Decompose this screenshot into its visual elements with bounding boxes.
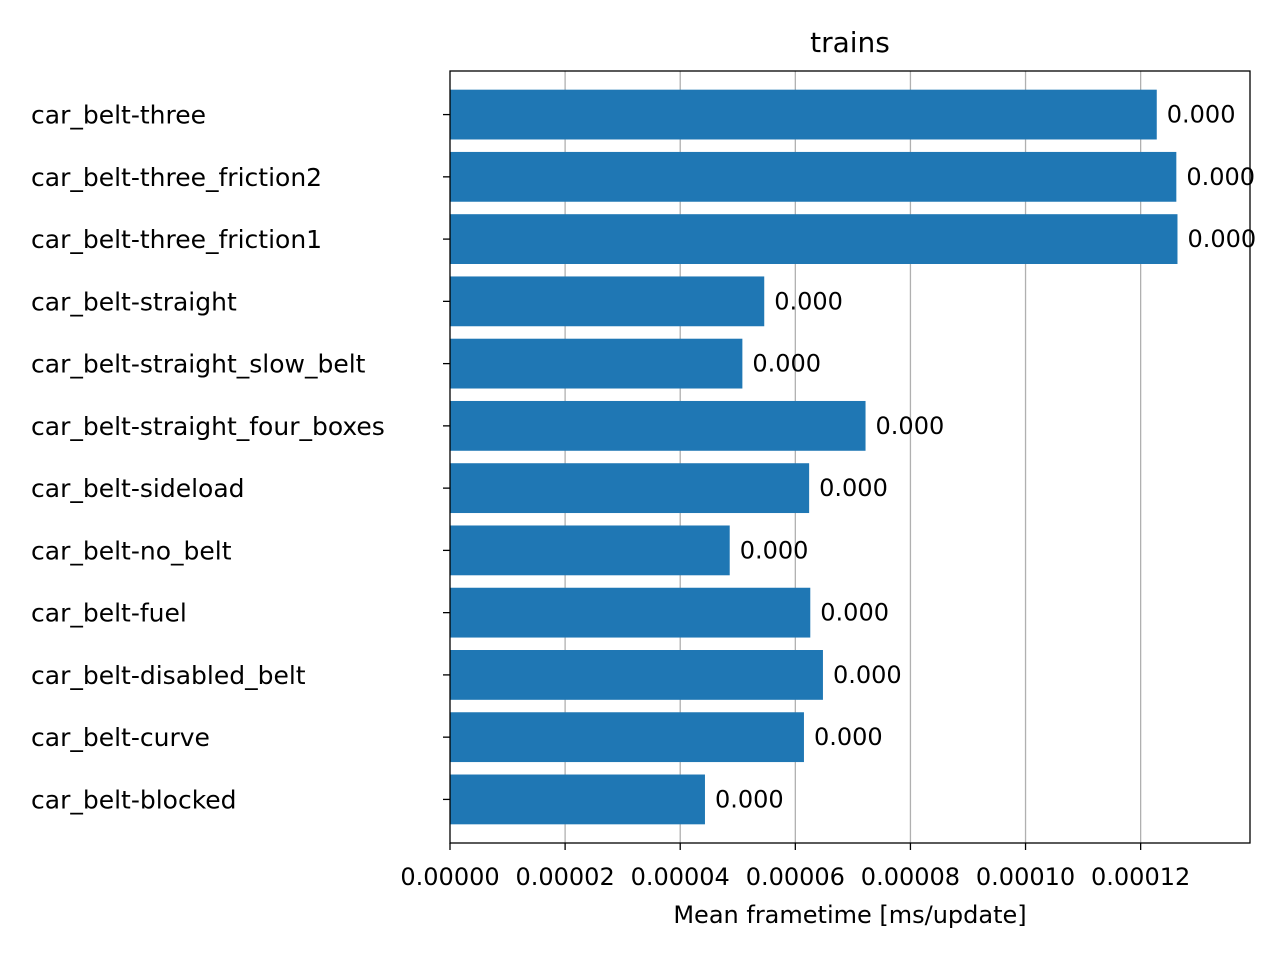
plot-frame	[449, 70, 1251, 844]
category-label: car_belt-straight_slow_belt	[31, 350, 366, 379]
bar	[450, 650, 823, 700]
category-label: car_belt-blocked	[31, 785, 237, 814]
category-label: car_belt-sideload	[31, 474, 245, 503]
x-tick-label: 0.00010	[976, 863, 1075, 891]
bar-value-label: 0.000	[876, 412, 945, 440]
category-label: car_belt-disabled_belt	[31, 661, 306, 690]
chart-title: trains	[810, 26, 890, 59]
x-tick-label: 0.00006	[746, 863, 845, 891]
y-axis: car_belt-three car_belt-three_friction2ca…	[31, 101, 450, 814]
bar-value-label: 0.000	[715, 785, 784, 813]
bar	[450, 276, 765, 327]
x-tick-label: 0.00004	[631, 863, 730, 891]
bar-value-label: 0.000	[814, 723, 883, 751]
bar	[450, 525, 730, 576]
bar-value-label: 0.000	[774, 287, 843, 315]
bar	[450, 89, 1157, 140]
data-labels: 0.000 0.000 0.000 0.000 0.000 0.000 0.000 0.000…	[715, 101, 1256, 814]
bar-value-label: 0.000	[1187, 225, 1256, 253]
category-label: car_belt-three_friction1	[31, 225, 322, 254]
category-label: car_belt-straight	[31, 287, 237, 316]
bar	[450, 712, 804, 763]
x-axis-title: Mean frametime [ms/update]	[673, 901, 1026, 929]
category-label: car_belt-three	[31, 101, 206, 130]
bar-value-label: 0.000	[820, 599, 889, 627]
category-label: car_belt-straight_four_boxes	[31, 412, 385, 441]
category-label: car_belt-no_belt	[31, 536, 232, 565]
bar-value-label: 0.000	[740, 536, 809, 564]
category-label: car_belt-fuel	[31, 599, 187, 628]
bar-value-label: 0.000	[1186, 163, 1255, 191]
x-tick-label: 0.00002	[515, 863, 614, 891]
x-axis: 0.00000 0.00002 0.00004 0.00006 0.00008 0.000…	[400, 843, 1190, 891]
category-label: car_belt-curve	[31, 723, 210, 752]
category-label: car_belt-three_friction2	[31, 163, 322, 192]
bar-value-label: 0.000	[752, 350, 821, 378]
bars	[450, 89, 1178, 825]
bar	[450, 338, 743, 389]
bar	[450, 774, 705, 825]
bar-value-label: 0.000	[1167, 101, 1236, 129]
bar	[450, 400, 866, 451]
x-tick-label: 0.00008	[861, 863, 960, 891]
x-tick-label: 0.00012	[1091, 863, 1190, 891]
x-tick-label: 0.00000	[400, 863, 499, 891]
bar	[450, 587, 811, 638]
bar	[450, 151, 1177, 202]
bar	[450, 214, 1178, 264]
bar	[450, 463, 810, 514]
bar-value-label: 0.000	[819, 474, 888, 502]
bar-value-label: 0.000	[833, 661, 902, 689]
